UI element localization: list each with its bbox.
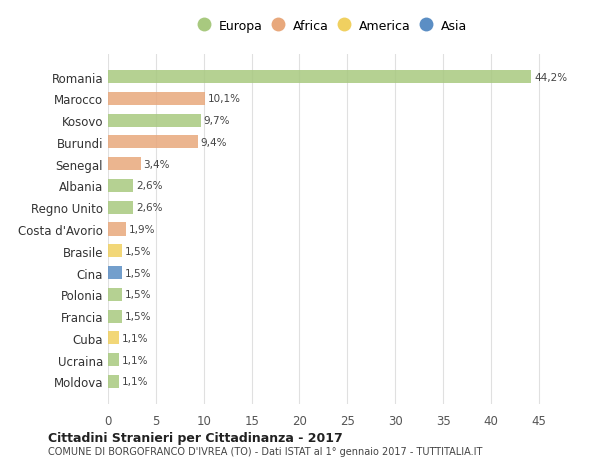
Text: 1,1%: 1,1% (121, 376, 148, 386)
Text: 10,1%: 10,1% (208, 94, 241, 104)
Text: 2,6%: 2,6% (136, 181, 162, 191)
Bar (108, 266, 122, 280)
Bar (108, 201, 133, 214)
Bar (108, 93, 205, 106)
Text: 2,6%: 2,6% (136, 203, 162, 213)
Text: Cittadini Stranieri per Cittadinanza - 2017: Cittadini Stranieri per Cittadinanza - 2… (48, 431, 343, 444)
Bar (108, 71, 531, 84)
Text: 1,5%: 1,5% (125, 290, 152, 300)
Text: 3,4%: 3,4% (143, 159, 170, 169)
Bar (108, 158, 140, 171)
Bar (108, 114, 201, 128)
Bar (108, 288, 122, 301)
Bar (108, 375, 119, 388)
Text: 1,5%: 1,5% (125, 246, 152, 256)
Text: 1,9%: 1,9% (129, 224, 155, 235)
Text: 1,1%: 1,1% (121, 333, 148, 343)
Text: 1,1%: 1,1% (121, 355, 148, 365)
Legend: Europa, Africa, America, Asia: Europa, Africa, America, Asia (196, 16, 470, 36)
Bar (108, 245, 122, 258)
Bar (108, 331, 119, 345)
Bar (108, 310, 122, 323)
Bar (108, 136, 198, 149)
Bar (108, 179, 133, 193)
Bar (108, 353, 119, 366)
Text: COMUNE DI BORGOFRANCO D'IVREA (TO) - Dati ISTAT al 1° gennaio 2017 - TUTTITALIA.: COMUNE DI BORGOFRANCO D'IVREA (TO) - Dat… (48, 447, 482, 456)
Text: 9,4%: 9,4% (201, 138, 227, 148)
Text: 1,5%: 1,5% (125, 311, 152, 321)
Text: 1,5%: 1,5% (125, 268, 152, 278)
Text: 9,7%: 9,7% (204, 116, 230, 126)
Bar (108, 223, 126, 236)
Text: 44,2%: 44,2% (534, 73, 567, 83)
